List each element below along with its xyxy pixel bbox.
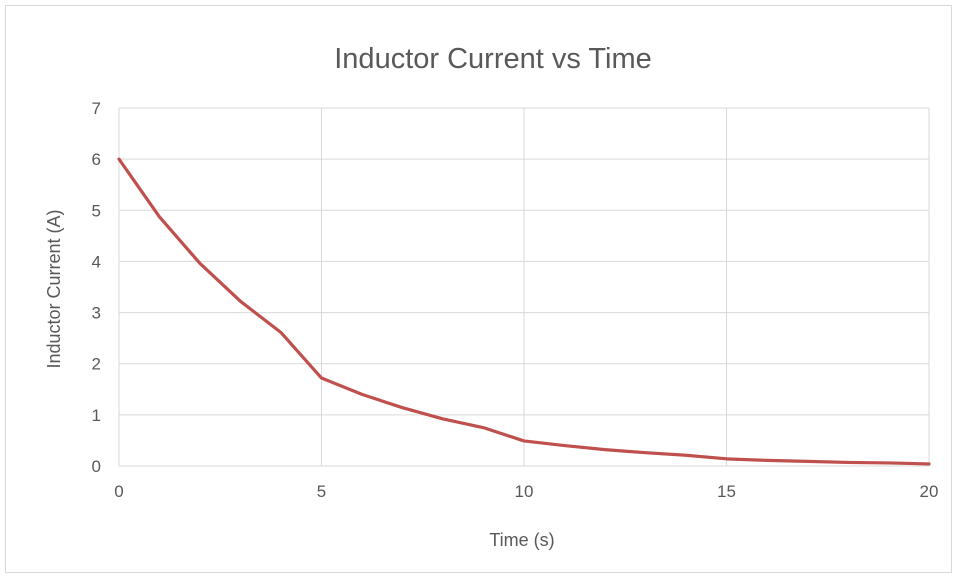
x-tick-label: 10 <box>515 482 534 501</box>
x-tick-label: 20 <box>920 482 939 501</box>
tick-labels: 0 1 2 3 4 5 6 7 0 5 10 15 20 <box>92 99 939 501</box>
data-point <box>320 376 323 380</box>
x-axis-title: Time (s) <box>489 530 554 550</box>
chart-area: 0 1 2 3 4 5 6 7 0 5 10 15 20 Inductor Current vs Tim… <box>5 5 952 573</box>
data-point <box>158 215 161 219</box>
series-layer <box>117 157 931 466</box>
y-tick-label: 6 <box>92 150 101 169</box>
x-tick-label: 5 <box>317 482 326 501</box>
data-point <box>887 461 890 465</box>
y-tick-label: 1 <box>92 406 101 425</box>
data-point <box>198 262 202 265</box>
data-point <box>806 460 809 463</box>
y-tick-label: 0 <box>92 457 101 476</box>
x-tick-label: 15 <box>717 482 736 501</box>
data-point <box>563 444 566 447</box>
gridlines <box>118 107 930 467</box>
data-point <box>644 451 647 454</box>
data-point <box>117 157 121 161</box>
y-tick-label: 2 <box>92 355 101 374</box>
y-tick-label: 7 <box>92 99 101 118</box>
y-tick-label: 4 <box>92 252 101 271</box>
data-point <box>765 459 769 462</box>
data-point <box>846 461 850 464</box>
data-point <box>401 406 404 409</box>
data-point <box>482 426 485 429</box>
data-point <box>603 448 607 451</box>
chart-title: Inductor Current vs Time <box>334 43 652 75</box>
data-point <box>360 393 364 396</box>
data-point <box>239 300 242 303</box>
data-point <box>684 454 688 457</box>
data-point <box>927 462 931 466</box>
data-point <box>441 417 445 421</box>
y-axis-title: Inductor Current (A) <box>44 209 64 368</box>
y-tick-label: 3 <box>92 304 101 323</box>
y-tick-label: 5 <box>92 201 101 220</box>
x-tick-label: 0 <box>114 482 123 501</box>
line-chart: 0 1 2 3 4 5 6 7 0 5 10 15 20 Inductor Current vs Tim… <box>44 43 939 550</box>
data-point <box>279 331 283 334</box>
data-point <box>725 457 728 461</box>
data-point <box>522 439 526 443</box>
